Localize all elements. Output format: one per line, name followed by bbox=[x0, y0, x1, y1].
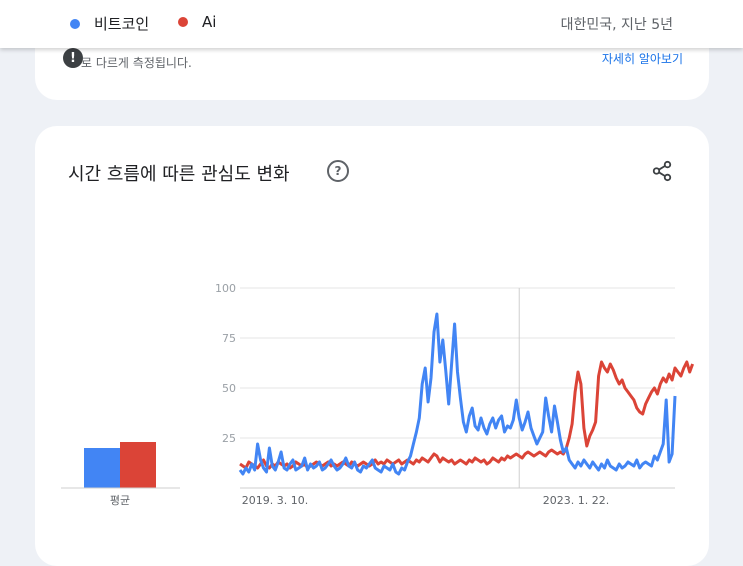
alert-icon: ! bbox=[63, 48, 83, 68]
average-bar bbox=[120, 442, 156, 488]
average-bar bbox=[84, 448, 120, 488]
average-label: 평균 bbox=[110, 494, 130, 507]
legend-label: Ai bbox=[202, 13, 217, 31]
series-dot-icon bbox=[178, 17, 188, 27]
y-tick-label: 100 bbox=[215, 282, 236, 295]
card-title: 시간 흐름에 따른 관심도 변화 bbox=[68, 164, 290, 185]
region-period-filter[interactable]: 대한민국, 지난 5년 bbox=[560, 17, 673, 33]
legend-label: 비트코인 bbox=[94, 15, 150, 33]
series-dot-icon bbox=[70, 18, 80, 29]
y-tick-label: 50 bbox=[222, 382, 236, 395]
interest-over-time-card: 시간 흐름에 따른 관심도 변화 ? 25 50 75 100 2019. 3. 10.… bbox=[35, 126, 709, 566]
x-tick-label: 2023. 1. 22. bbox=[543, 494, 609, 507]
y-tick-label: 25 bbox=[222, 432, 236, 445]
top-legend-bar: 비트코인 Ai 대한민국, 지난 5년 bbox=[0, 0, 743, 48]
series-line bbox=[238, 312, 677, 476]
legend-item-bitcoin[interactable]: 비트코인 bbox=[70, 13, 149, 34]
legend-item-ai[interactable]: Ai bbox=[178, 13, 216, 31]
x-tick-label: 2019. 3. 10. bbox=[242, 494, 308, 507]
question-icon[interactable]: ? bbox=[327, 160, 349, 182]
notice-text: 로 다르게 측정됩니다. bbox=[81, 56, 192, 70]
share-icon[interactable] bbox=[651, 160, 673, 182]
y-tick-label: 75 bbox=[222, 332, 236, 345]
trend-chart: 25 50 75 100 2019. 3. 10. 2023. 1. 22. 평균 bbox=[61, 282, 695, 507]
series-line bbox=[239, 360, 695, 470]
learn-more-link[interactable]: 자세히 알아보기 bbox=[601, 52, 683, 66]
